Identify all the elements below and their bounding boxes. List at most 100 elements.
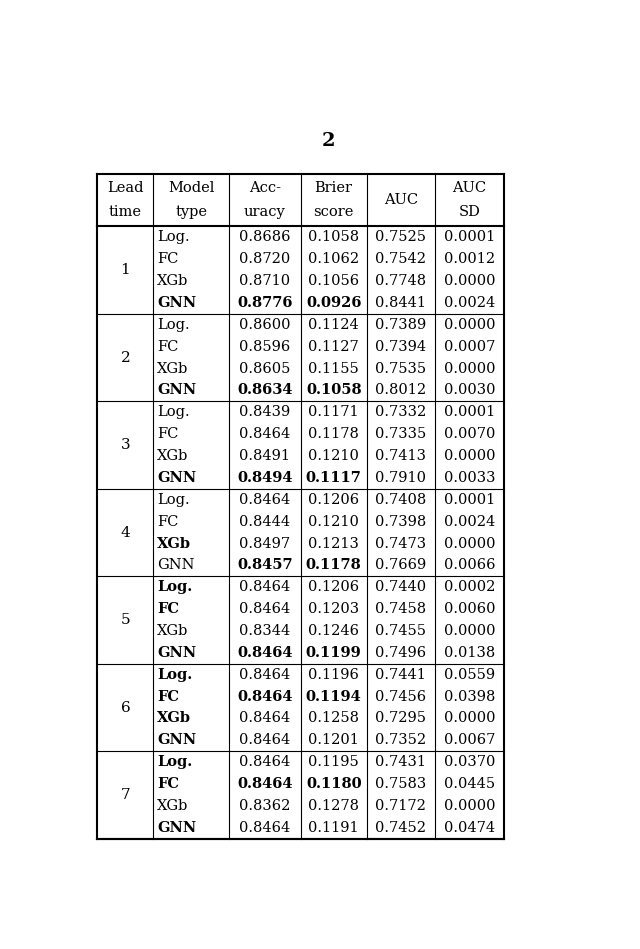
Text: 0.0398: 0.0398 [444, 690, 495, 703]
Text: type: type [175, 205, 207, 219]
Text: 0.8344: 0.8344 [239, 624, 291, 638]
Text: 0.8605: 0.8605 [239, 362, 291, 376]
Text: 0.1124: 0.1124 [308, 318, 359, 332]
Text: 0.8464: 0.8464 [239, 821, 291, 835]
Text: 0.8464: 0.8464 [239, 580, 291, 594]
Text: 0.8720: 0.8720 [239, 252, 291, 267]
Text: 0.1210: 0.1210 [308, 514, 359, 529]
Text: 0.1178: 0.1178 [308, 427, 359, 441]
Text: 0.8464: 0.8464 [239, 602, 291, 616]
Text: Log.: Log. [157, 318, 190, 332]
Text: 0.8491: 0.8491 [239, 449, 291, 463]
Text: 0.0060: 0.0060 [444, 602, 495, 616]
Text: Log.: Log. [157, 231, 190, 244]
Text: 0.7389: 0.7389 [375, 318, 426, 332]
Text: AUC: AUC [383, 193, 418, 207]
Text: FC: FC [157, 340, 179, 354]
Text: 0.8464: 0.8464 [237, 690, 292, 703]
Text: 2: 2 [120, 350, 131, 364]
Text: 0.7332: 0.7332 [375, 405, 426, 419]
Text: 0.0024: 0.0024 [444, 514, 495, 529]
Text: 4: 4 [120, 526, 131, 540]
Text: 0.1178: 0.1178 [306, 558, 362, 572]
Text: 0.1194: 0.1194 [306, 690, 362, 703]
Text: 0.1203: 0.1203 [308, 602, 359, 616]
Text: 0.1180: 0.1180 [306, 777, 362, 791]
Text: 0.1199: 0.1199 [306, 646, 362, 660]
Text: 0.0001: 0.0001 [444, 405, 495, 419]
Text: 0.7452: 0.7452 [375, 821, 426, 835]
Text: Model: Model [168, 181, 214, 195]
Text: 3: 3 [120, 438, 130, 452]
Text: 2: 2 [321, 132, 335, 150]
Text: Brier: Brier [315, 181, 353, 195]
Text: 0.8464: 0.8464 [239, 427, 291, 441]
Text: 0.1058: 0.1058 [306, 383, 362, 398]
Text: 0.7394: 0.7394 [375, 340, 426, 354]
Text: 0.0001: 0.0001 [444, 231, 495, 244]
Text: 0.8464: 0.8464 [239, 668, 291, 681]
Text: 0.1278: 0.1278 [308, 799, 359, 813]
Text: 0.1201: 0.1201 [308, 734, 359, 748]
Text: SD: SD [458, 205, 480, 219]
Text: 0.0000: 0.0000 [444, 799, 495, 813]
Text: 0.7583: 0.7583 [375, 777, 426, 791]
Text: Lead: Lead [107, 181, 143, 195]
Text: FC: FC [157, 252, 179, 267]
Text: AUC: AUC [452, 181, 486, 195]
Text: 0.0070: 0.0070 [444, 427, 495, 441]
Text: 0.1206: 0.1206 [308, 580, 359, 594]
Text: Log.: Log. [157, 668, 193, 681]
Text: GNN: GNN [157, 734, 196, 748]
Text: 0.7669: 0.7669 [375, 558, 426, 572]
Text: 0.1171: 0.1171 [308, 405, 359, 419]
Text: XGb: XGb [157, 449, 189, 463]
Text: 0.1213: 0.1213 [308, 536, 359, 550]
Text: 0.8444: 0.8444 [239, 514, 291, 529]
Text: 0.1155: 0.1155 [308, 362, 359, 376]
Text: 0.1127: 0.1127 [308, 340, 359, 354]
Text: time: time [109, 205, 142, 219]
Text: XGb: XGb [157, 712, 191, 725]
Text: 0.0001: 0.0001 [444, 493, 495, 507]
Text: 0.7408: 0.7408 [375, 493, 426, 507]
Text: GNN: GNN [157, 296, 196, 310]
Text: 0.7413: 0.7413 [375, 449, 426, 463]
Text: 0.7398: 0.7398 [375, 514, 426, 529]
Text: Log.: Log. [157, 493, 190, 507]
Text: 7: 7 [120, 788, 130, 802]
Text: 0.0067: 0.0067 [444, 734, 495, 748]
Text: 0.7440: 0.7440 [375, 580, 426, 594]
Text: 0.7295: 0.7295 [375, 712, 426, 725]
Text: 0.0474: 0.0474 [444, 821, 495, 835]
Text: 5: 5 [120, 613, 130, 627]
Text: Log.: Log. [157, 580, 193, 594]
Text: 6: 6 [120, 700, 131, 715]
Text: 0.7455: 0.7455 [375, 624, 426, 638]
Text: 0.8686: 0.8686 [239, 231, 291, 244]
Text: 0.1196: 0.1196 [308, 668, 359, 681]
Text: 0.1206: 0.1206 [308, 493, 359, 507]
Text: 0.7542: 0.7542 [375, 252, 426, 267]
Text: 0.8464: 0.8464 [239, 493, 291, 507]
Text: 0.7335: 0.7335 [375, 427, 426, 441]
Text: 0.7352: 0.7352 [375, 734, 426, 748]
Text: XGb: XGb [157, 624, 189, 638]
Text: 0.8362: 0.8362 [239, 799, 291, 813]
Text: 0.8494: 0.8494 [237, 471, 292, 485]
Text: FC: FC [157, 427, 179, 441]
Text: 0.8497: 0.8497 [239, 536, 291, 550]
Text: 0.8596: 0.8596 [239, 340, 291, 354]
Text: 0.7748: 0.7748 [375, 274, 426, 288]
Text: 0.0000: 0.0000 [444, 449, 495, 463]
Text: 0.8776: 0.8776 [237, 296, 292, 310]
Text: GNN: GNN [157, 471, 196, 485]
Text: 0.8464: 0.8464 [239, 712, 291, 725]
Text: 0.0024: 0.0024 [444, 296, 495, 310]
Text: FC: FC [157, 602, 179, 616]
Text: 0.8441: 0.8441 [375, 296, 426, 310]
Text: 0.7525: 0.7525 [375, 231, 426, 244]
Text: 0.8634: 0.8634 [237, 383, 292, 398]
Text: 0.8600: 0.8600 [239, 318, 291, 332]
Text: 0.1062: 0.1062 [308, 252, 359, 267]
